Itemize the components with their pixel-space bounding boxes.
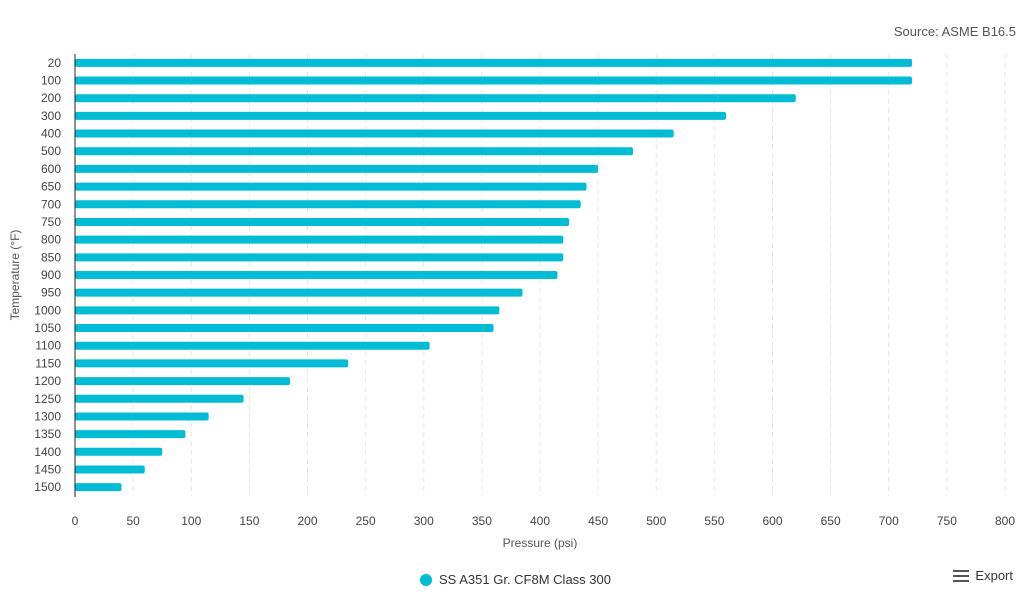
legend-swatch-circle	[420, 573, 433, 586]
y-tick-label: 850	[41, 250, 61, 264]
y-axis-title: Temperature (°F)	[8, 230, 22, 321]
y-tick-label: 950	[41, 286, 61, 300]
x-tick-labels: 0 50 100 150 200 250 300 350 400 450 500 550 600 650 7…	[72, 514, 1016, 528]
legend-label: SS A351 Gr. CF8M Class 300	[439, 572, 611, 587]
x-tick-label: 550	[704, 514, 724, 528]
bar-1000[interactable]	[75, 306, 500, 315]
bar-1050[interactable]	[75, 324, 494, 333]
bar-750[interactable]	[75, 217, 570, 226]
export-button[interactable]: Export	[953, 568, 1013, 583]
bar-300[interactable]	[75, 111, 726, 120]
bar-1500[interactable]	[75, 483, 122, 492]
bar-400[interactable]	[75, 129, 674, 138]
y-tick-label: 400	[41, 127, 61, 141]
bar-1300[interactable]	[75, 412, 209, 421]
export-label: Export	[975, 568, 1013, 583]
bar-200[interactable]	[75, 94, 796, 103]
hamburger-menu-icon	[953, 569, 970, 582]
x-tick-label: 250	[356, 514, 376, 528]
y-tick-label: 700	[41, 197, 61, 211]
y-tick-label: 1150	[35, 356, 61, 370]
x-tick-label: 200	[297, 514, 317, 528]
bar-1150[interactable]	[75, 359, 349, 368]
y-tick-label: 1200	[34, 374, 61, 388]
x-tick-label: 0	[72, 514, 79, 528]
y-tick-label: 300	[41, 109, 61, 123]
y-tick-label: 750	[41, 215, 61, 229]
source-label: Source: ASME B16.5	[893, 24, 1016, 39]
y-tick-label: 1250	[34, 392, 61, 406]
x-tick-label: 150	[239, 514, 259, 528]
x-tick-label: 450	[588, 514, 608, 528]
bar-850[interactable]	[75, 253, 564, 262]
bar-1250[interactable]	[75, 394, 244, 403]
x-tick-label: 800	[995, 514, 1015, 528]
x-tick-label: 650	[821, 514, 841, 528]
bar-650[interactable]	[75, 182, 587, 191]
x-tick-label: 350	[472, 514, 492, 528]
y-tick-label: 650	[41, 180, 61, 194]
bar-700[interactable]	[75, 200, 581, 209]
bar-600[interactable]	[75, 164, 599, 173]
y-tick-label: 1350	[34, 427, 61, 441]
bar-1400[interactable]	[75, 447, 163, 456]
x-tick-label: 700	[879, 514, 899, 528]
y-tick-label: 1450	[34, 462, 61, 476]
y-tick-label: 20	[48, 56, 62, 70]
bar-1100[interactable]	[75, 341, 430, 350]
bar-1200[interactable]	[75, 377, 291, 386]
y-tick-label: 200	[41, 91, 61, 105]
y-tick-label: 500	[41, 144, 61, 158]
bar-900[interactable]	[75, 271, 558, 279]
bar-100[interactable]	[75, 76, 912, 85]
x-tick-label: 600	[762, 514, 782, 528]
x-tick-label: 50	[126, 514, 140, 528]
bars	[75, 58, 912, 492]
y-tick-label: 1400	[34, 445, 61, 459]
y-tick-label: 600	[41, 162, 61, 176]
x-tick-label: 100	[181, 514, 201, 528]
bar-20[interactable]	[75, 58, 912, 67]
bar-950[interactable]	[75, 288, 523, 297]
x-tick-label: 300	[414, 514, 434, 528]
y-tick-label: 100	[41, 74, 61, 88]
x-tick-label: 400	[530, 514, 550, 528]
bar-1350[interactable]	[75, 430, 186, 439]
bar-500[interactable]	[75, 147, 633, 156]
y-tick-label: 1500	[34, 480, 61, 494]
y-tick-label: 1100	[35, 339, 61, 353]
y-tick-label: 1300	[34, 409, 61, 423]
y-tick-label: 800	[41, 233, 61, 247]
y-tick-label: 900	[41, 268, 61, 282]
legend[interactable]: SS A351 Gr. CF8M Class 300	[0, 572, 1031, 587]
x-tick-label: 750	[937, 514, 957, 528]
x-tick-label: 500	[646, 514, 666, 528]
bar-800[interactable]	[75, 235, 564, 244]
y-tick-labels: 20 100 200 300 400 500 600 650 700 750 800 850 900 95…	[34, 56, 61, 494]
x-axis-title: Pressure (psi)	[503, 536, 578, 550]
bar-1450[interactable]	[75, 465, 145, 474]
y-tick-label: 1050	[34, 321, 61, 335]
y-tick-label: 1000	[34, 303, 61, 317]
